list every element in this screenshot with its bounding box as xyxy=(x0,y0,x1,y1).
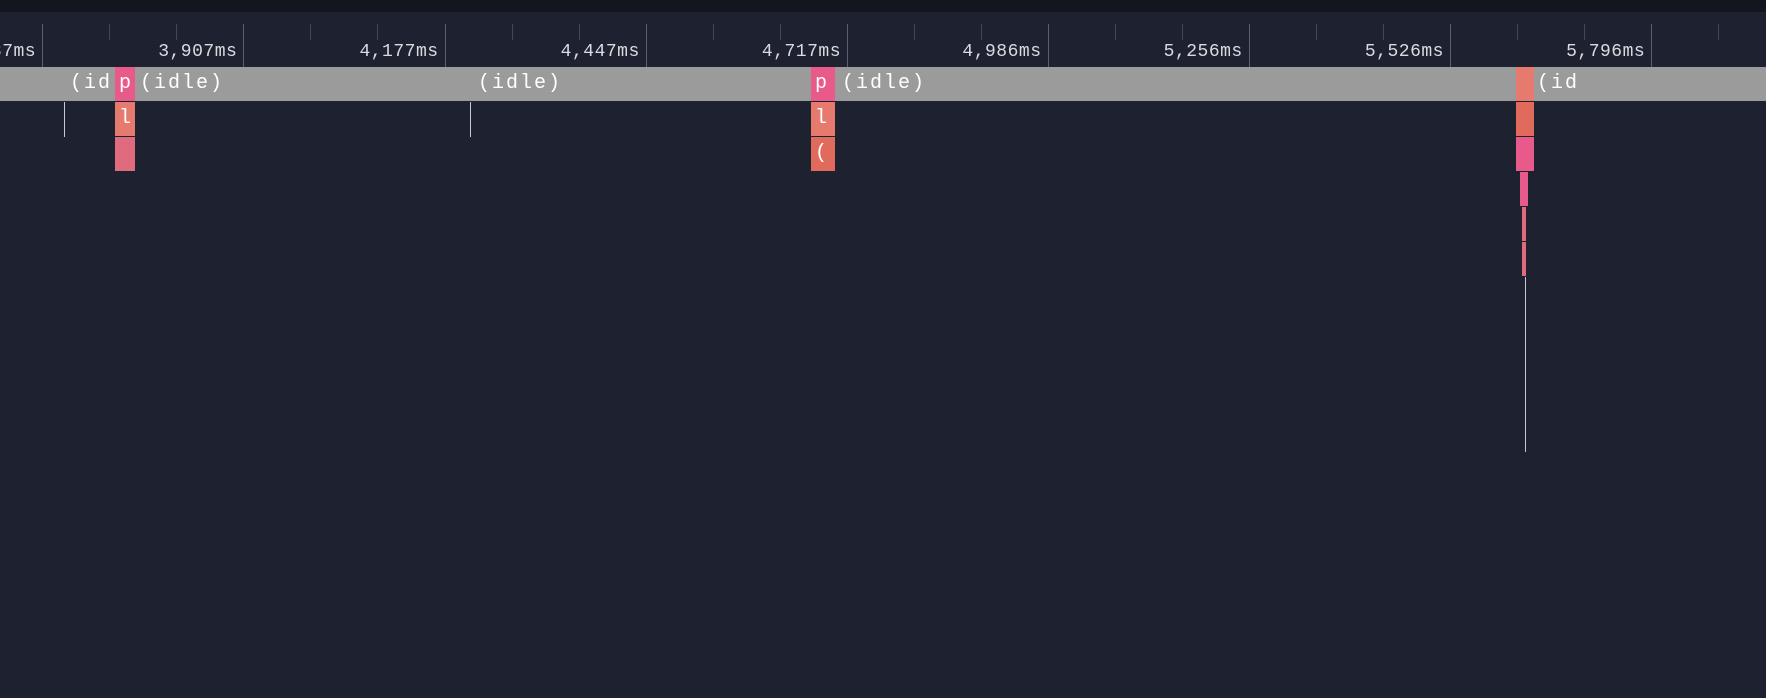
stack-marker-line xyxy=(64,102,65,137)
ruler-tick-label: 5,796ms xyxy=(1566,42,1645,62)
flame-frame[interactable] xyxy=(1520,172,1528,206)
idle-span-label: (idle) xyxy=(478,67,562,101)
ruler-tick-label: 4,986ms xyxy=(962,42,1041,62)
idle-span-label: (id xyxy=(70,67,112,101)
flame-frame[interactable] xyxy=(115,137,135,171)
ruler-tick-label: 3,637ms xyxy=(0,42,36,62)
flame-frame[interactable] xyxy=(1522,207,1526,241)
stack-marker-line xyxy=(1525,277,1526,452)
timeline-ruler[interactable]: 3,637ms 3,907ms 4,177ms 4,447ms 4,717ms 4,986… xyxy=(0,12,1766,67)
ruler-tick-label: 4,717ms xyxy=(762,42,841,62)
flame-frame[interactable]: ( xyxy=(811,137,835,171)
flame-frame[interactable] xyxy=(1516,137,1534,171)
ruler-tick-label: 4,177ms xyxy=(359,42,438,62)
flame-frame[interactable]: l xyxy=(811,102,835,136)
stack-marker-line xyxy=(470,102,471,137)
flame-frame[interactable]: p xyxy=(115,67,135,101)
idle-span-label: (id xyxy=(1537,67,1579,101)
flame-frame[interactable] xyxy=(1516,67,1534,101)
ruler-tick-label: 4,447ms xyxy=(561,42,640,62)
flame-frame[interactable] xyxy=(1516,102,1534,136)
ruler-tick-label: 3,907ms xyxy=(158,42,237,62)
flame-frame[interactable]: p xyxy=(811,67,835,101)
ruler-tick-label: 5,526ms xyxy=(1365,42,1444,62)
flame-frame[interactable] xyxy=(1522,242,1526,276)
idle-span-label: (idle) xyxy=(140,67,224,101)
ruler-tick-label: 5,256ms xyxy=(1164,42,1243,62)
idle-span-label: (idle) xyxy=(842,67,926,101)
flame-frame[interactable]: l xyxy=(115,102,135,136)
flamegraph-area[interactable]: (id(idle)(idle)(idle)(idplpl( xyxy=(0,67,1766,698)
window-topbar xyxy=(0,0,1766,12)
